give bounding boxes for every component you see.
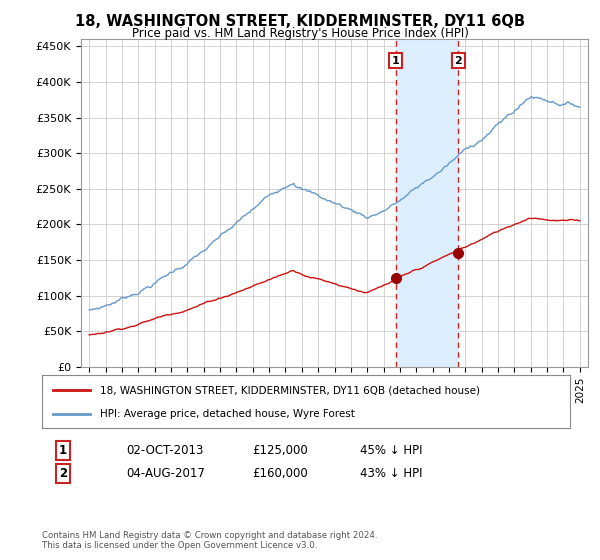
Text: 1: 1 xyxy=(59,444,67,458)
Text: 45% ↓ HPI: 45% ↓ HPI xyxy=(360,444,422,458)
Text: £125,000: £125,000 xyxy=(252,444,308,458)
Text: 18, WASHINGTON STREET, KIDDERMINSTER, DY11 6QB (detached house): 18, WASHINGTON STREET, KIDDERMINSTER, DY… xyxy=(100,385,480,395)
Text: 1: 1 xyxy=(392,55,400,66)
Text: Contains HM Land Registry data © Crown copyright and database right 2024.
This d: Contains HM Land Registry data © Crown c… xyxy=(42,530,377,550)
Text: £160,000: £160,000 xyxy=(252,466,308,480)
Text: 43% ↓ HPI: 43% ↓ HPI xyxy=(360,466,422,480)
Text: 2: 2 xyxy=(455,55,463,66)
Text: 2: 2 xyxy=(59,466,67,480)
Text: HPI: Average price, detached house, Wyre Forest: HPI: Average price, detached house, Wyre… xyxy=(100,408,355,418)
Text: Price paid vs. HM Land Registry's House Price Index (HPI): Price paid vs. HM Land Registry's House … xyxy=(131,27,469,40)
Text: 18, WASHINGTON STREET, KIDDERMINSTER, DY11 6QB: 18, WASHINGTON STREET, KIDDERMINSTER, DY… xyxy=(75,14,525,29)
Text: 02-OCT-2013: 02-OCT-2013 xyxy=(126,444,203,458)
Text: 04-AUG-2017: 04-AUG-2017 xyxy=(126,466,205,480)
Bar xyxy=(396,39,458,367)
